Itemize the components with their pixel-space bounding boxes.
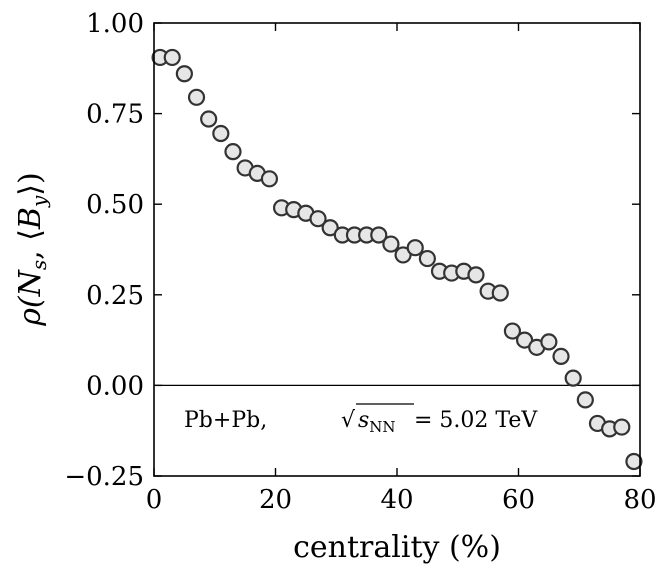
plot-frame	[153, 22, 641, 477]
data-point	[552, 347, 570, 366]
data-point	[515, 331, 534, 349]
annotation: Pb+Pb, √ sNN = 5.02 TeV	[184, 403, 538, 436]
data-point	[163, 48, 181, 67]
x-tick-label: 0	[146, 485, 163, 515]
data-point	[576, 391, 594, 409]
data-point	[503, 322, 522, 340]
data-points	[151, 48, 643, 471]
x-tick-label: 60	[502, 485, 535, 515]
data-point	[187, 88, 206, 106]
svg-text:sNN: sNN	[358, 408, 396, 436]
x-tick-label: 80	[623, 485, 656, 515]
data-point	[491, 284, 509, 302]
x-tick-label: 20	[259, 485, 292, 515]
data-point	[260, 170, 279, 188]
y-tick-label: 1.00	[86, 9, 144, 39]
data-point	[406, 239, 424, 257]
svg-text:Pb+Pb,: Pb+Pb,	[184, 408, 267, 433]
data-point	[564, 369, 582, 387]
annotation-energy: = 5.02 TeV	[414, 408, 538, 433]
annotation-system: Pb+Pb,	[184, 408, 267, 433]
data-point	[625, 452, 643, 471]
data-point	[175, 65, 193, 83]
axis-tick-labels: 0 20 40 60 80 −0.25 0.00 0.25 0.50 0.75 1.00	[64, 9, 656, 515]
x-axis-title: centrality (%)	[293, 530, 501, 565]
data-point	[540, 333, 558, 351]
data-point	[418, 249, 436, 268]
data-point	[212, 124, 230, 143]
data-point	[224, 143, 242, 161]
svg-text:√: √	[341, 408, 356, 433]
annotation-nn: NN	[369, 418, 395, 436]
x-tick-label: 40	[380, 485, 413, 515]
y-tick-label: −0.25	[64, 462, 144, 492]
annotation-s: s	[358, 408, 369, 433]
data-point	[370, 226, 388, 244]
data-point	[382, 235, 400, 253]
y-tick-label: 0.50	[86, 190, 144, 220]
data-point	[200, 110, 218, 128]
data-point	[467, 266, 485, 284]
y-axis-title: ρ(Ns, ⟨By⟩)	[13, 172, 51, 326]
y-tick-label: 0.75	[86, 100, 144, 130]
data-point	[309, 210, 327, 228]
data-point	[613, 418, 631, 436]
data-point	[394, 246, 412, 264]
y-tick-label: 0.25	[86, 281, 144, 311]
y-tick-label: 0.00	[86, 371, 144, 401]
data-point	[321, 219, 339, 237]
